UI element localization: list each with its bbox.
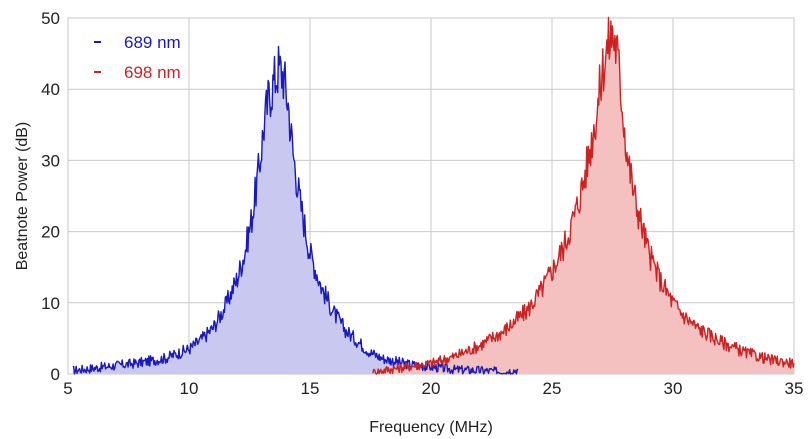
x-tick-label: 15 (301, 379, 320, 398)
series-line-689nm (72, 45, 519, 375)
series-areas (72, 17, 794, 375)
x-tick-labels: 5 10 15 20 25 30 35 (63, 379, 803, 398)
y-tick-label: 20 (41, 223, 60, 242)
x-tick-label: 5 (63, 379, 72, 398)
y-tick-label: 10 (41, 294, 60, 313)
x-axis-title: Frequency (MHz) (369, 419, 493, 436)
series-area-689nm (72, 46, 519, 374)
y-tick-label: 0 (51, 365, 60, 384)
x-tick-label: 25 (543, 379, 562, 398)
x-tick-label: 30 (664, 379, 683, 398)
y-tick-label: 30 (41, 151, 60, 170)
legend-label-689nm: 689 nm (124, 33, 181, 52)
y-tick-labels: 0 10 20 30 40 50 (41, 9, 60, 384)
legend-swatch-689nm (94, 41, 101, 43)
y-tick-label: 50 (41, 9, 60, 28)
x-tick-label: 20 (422, 379, 441, 398)
series-lines (72, 16, 795, 375)
y-axis-title: Beatnote Power (dB) (14, 122, 31, 271)
x-tick-label: 10 (180, 379, 199, 398)
x-tick-label: 35 (785, 379, 804, 398)
legend-label-698nm: 698 nm (124, 63, 181, 82)
legend-swatch-698nm (94, 71, 101, 73)
legend: 689 nm 698 nm (94, 33, 181, 82)
series-area-698nm (372, 17, 794, 375)
series-line-698nm (372, 16, 795, 375)
y-tick-label: 40 (41, 80, 60, 99)
